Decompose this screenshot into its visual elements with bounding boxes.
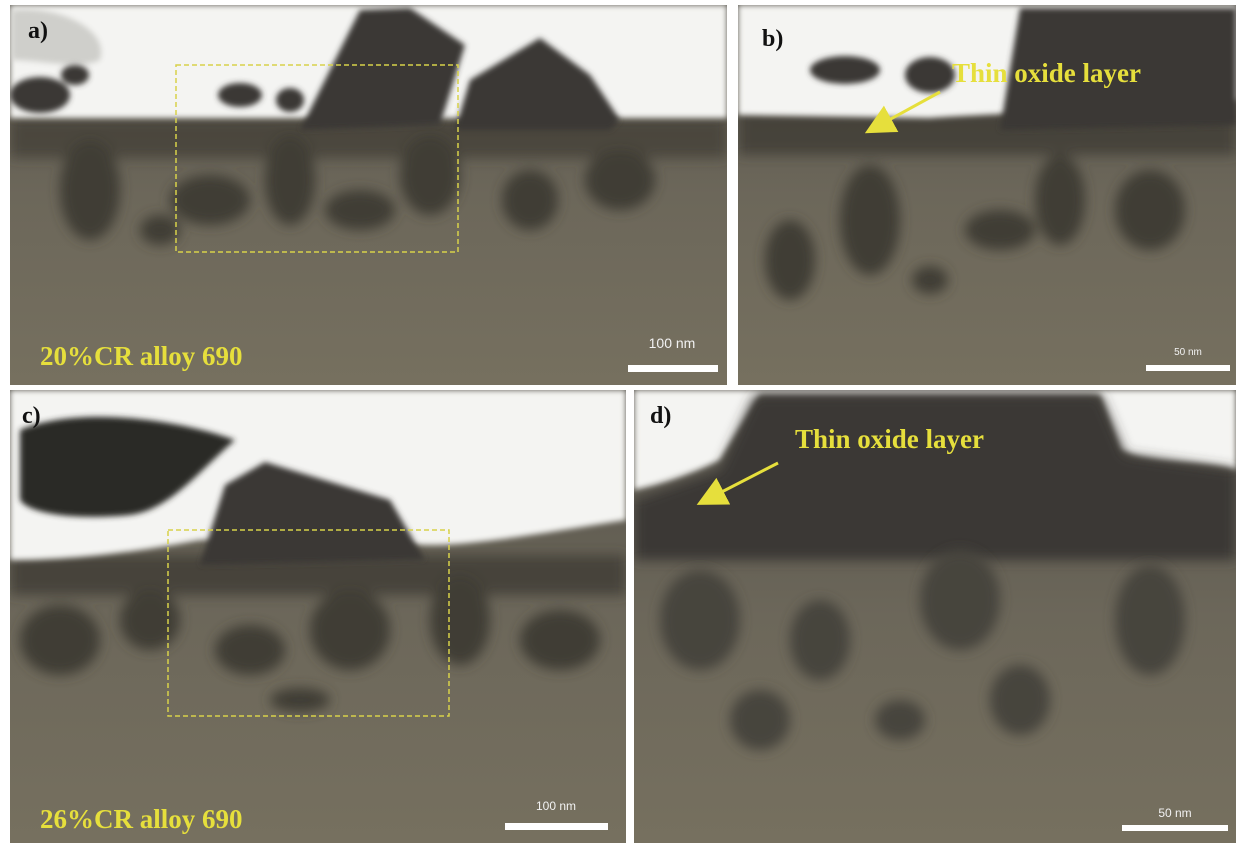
panel-a: a) 20%CR alloy 690 100 nm xyxy=(10,5,727,385)
annotation: Thin oxide layer xyxy=(795,424,984,454)
scale-bar-label: 50 nm xyxy=(1158,806,1191,820)
scale-bar xyxy=(628,365,718,372)
panel-label: c) xyxy=(22,403,41,429)
scale-bar-label: 50 nm xyxy=(1174,347,1202,358)
sample-label: 20%CR alloy 690 xyxy=(40,341,243,371)
panel-c: c) 26%CR alloy 690 100 nm xyxy=(10,390,626,843)
particle xyxy=(810,56,880,84)
scale-bar-label: 100 nm xyxy=(649,335,696,351)
scale-bar xyxy=(505,823,608,830)
sample-label: 26%CR alloy 690 xyxy=(40,804,243,834)
panel-label: b) xyxy=(762,26,783,52)
scale-bar xyxy=(1146,365,1230,371)
figure: a) 20%CR alloy 690 100 nm b) Thin oxide … xyxy=(0,0,1238,845)
particle xyxy=(905,57,955,93)
panel-label: a) xyxy=(28,18,48,44)
scale-bar-label: 100 nm xyxy=(536,799,576,813)
panel-label: d) xyxy=(650,403,671,429)
page: {"panels": [ {"label": "a)", "sample": "… xyxy=(0,0,1238,845)
annotation: Thin oxide layer xyxy=(952,58,1141,88)
scale-bar xyxy=(1122,825,1228,831)
panel-d: d) Thin oxide layer 50 nm xyxy=(634,390,1236,843)
panel-b: b) Thin oxide layer 50 nm xyxy=(738,5,1236,385)
